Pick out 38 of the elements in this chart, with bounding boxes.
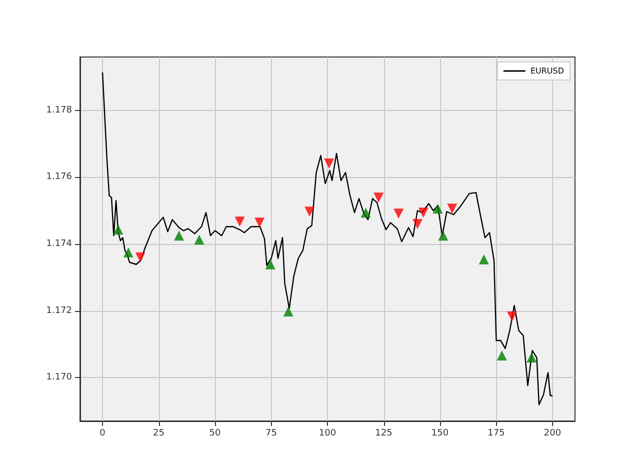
point xyxy=(174,230,184,241)
x-tick-label: 75 xyxy=(266,428,277,438)
point xyxy=(135,252,146,262)
point xyxy=(254,218,265,228)
point xyxy=(324,158,334,169)
x-tick-label: 50 xyxy=(209,428,221,438)
point xyxy=(438,230,448,241)
point xyxy=(360,208,371,218)
point xyxy=(418,208,428,218)
x-tick-label: 125 xyxy=(375,428,392,438)
y-tick-label: 1.178 xyxy=(46,105,72,116)
point xyxy=(304,206,314,217)
x-tick-label: 175 xyxy=(488,428,505,438)
point xyxy=(496,350,507,361)
y-tick-label: 1.174 xyxy=(46,239,72,250)
point xyxy=(478,254,489,264)
x-tick-label: 200 xyxy=(544,428,562,438)
point xyxy=(432,204,443,214)
y-tick-label: 1.176 xyxy=(46,172,72,182)
point xyxy=(526,352,537,363)
x-tick-label: 25 xyxy=(153,428,164,438)
legend-label: EURUSD xyxy=(530,66,564,76)
point xyxy=(234,216,245,227)
x-tick-label: 100 xyxy=(318,428,336,438)
point xyxy=(394,208,404,219)
point xyxy=(412,218,422,229)
point xyxy=(194,234,204,245)
point xyxy=(447,204,458,214)
y-tick-label: 1.170 xyxy=(46,372,72,383)
x-tick-label: 0 xyxy=(100,428,106,438)
point xyxy=(123,247,134,258)
point xyxy=(283,306,294,316)
point xyxy=(113,224,124,235)
point xyxy=(265,259,276,270)
point xyxy=(507,311,517,322)
point xyxy=(374,192,384,203)
x-tick-label: 150 xyxy=(431,428,449,438)
y-tick-label: 1.172 xyxy=(46,306,72,316)
